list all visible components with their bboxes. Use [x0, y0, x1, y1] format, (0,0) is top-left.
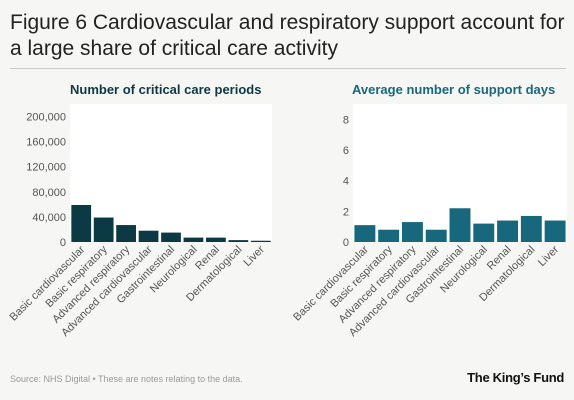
y-tick-label: 6 [343, 145, 349, 157]
y-tick-label: 120,000 [26, 162, 66, 174]
figure-title: Figure 6 Cardiovascular and respiratory … [10, 11, 565, 60]
bar-4 [449, 208, 471, 242]
bar-1 [93, 217, 114, 242]
bar-5 [473, 223, 495, 242]
bar-3 [138, 230, 159, 242]
y-tick-label: 2 [343, 206, 349, 218]
bar-0 [354, 225, 376, 242]
bar-7 [228, 240, 249, 242]
chart1-title: Number of critical care periods [70, 82, 262, 97]
y-tick-label: 200,000 [26, 112, 66, 124]
y-tick-label: 0 [60, 237, 66, 249]
y-tick-label: 0 [343, 237, 349, 249]
chart2-title: Average number of support days [352, 82, 556, 97]
y-tick-label: 4 [343, 176, 349, 188]
y-tick-label: 8 [343, 114, 349, 126]
bar-6 [497, 220, 519, 242]
x-tick-label: Liver [536, 243, 562, 269]
bar-0 [71, 204, 92, 242]
bar-2 [116, 225, 136, 242]
chart-critical-care-periods: 040,00080,000120,000160,000200,000Basic … [8, 104, 272, 339]
bar-8 [544, 220, 566, 242]
y-tick-label: 160,000 [26, 137, 66, 149]
bar-1 [378, 229, 400, 242]
bar-8 [250, 240, 271, 242]
bar-6 [206, 237, 226, 242]
bar-7 [520, 215, 542, 242]
source-note: Source: NHS Digital • These are notes re… [10, 374, 243, 384]
bar-5 [183, 237, 204, 242]
kings-fund-logo: The King’s Fund [467, 370, 564, 385]
bar-4 [161, 232, 181, 242]
bar-2 [401, 222, 423, 242]
bar-3 [425, 229, 447, 242]
x-tick-label: Liver [242, 243, 268, 269]
y-tick-label: 80,000 [32, 187, 66, 199]
y-tick-label: 40,000 [32, 212, 66, 224]
title-divider [10, 68, 566, 69]
